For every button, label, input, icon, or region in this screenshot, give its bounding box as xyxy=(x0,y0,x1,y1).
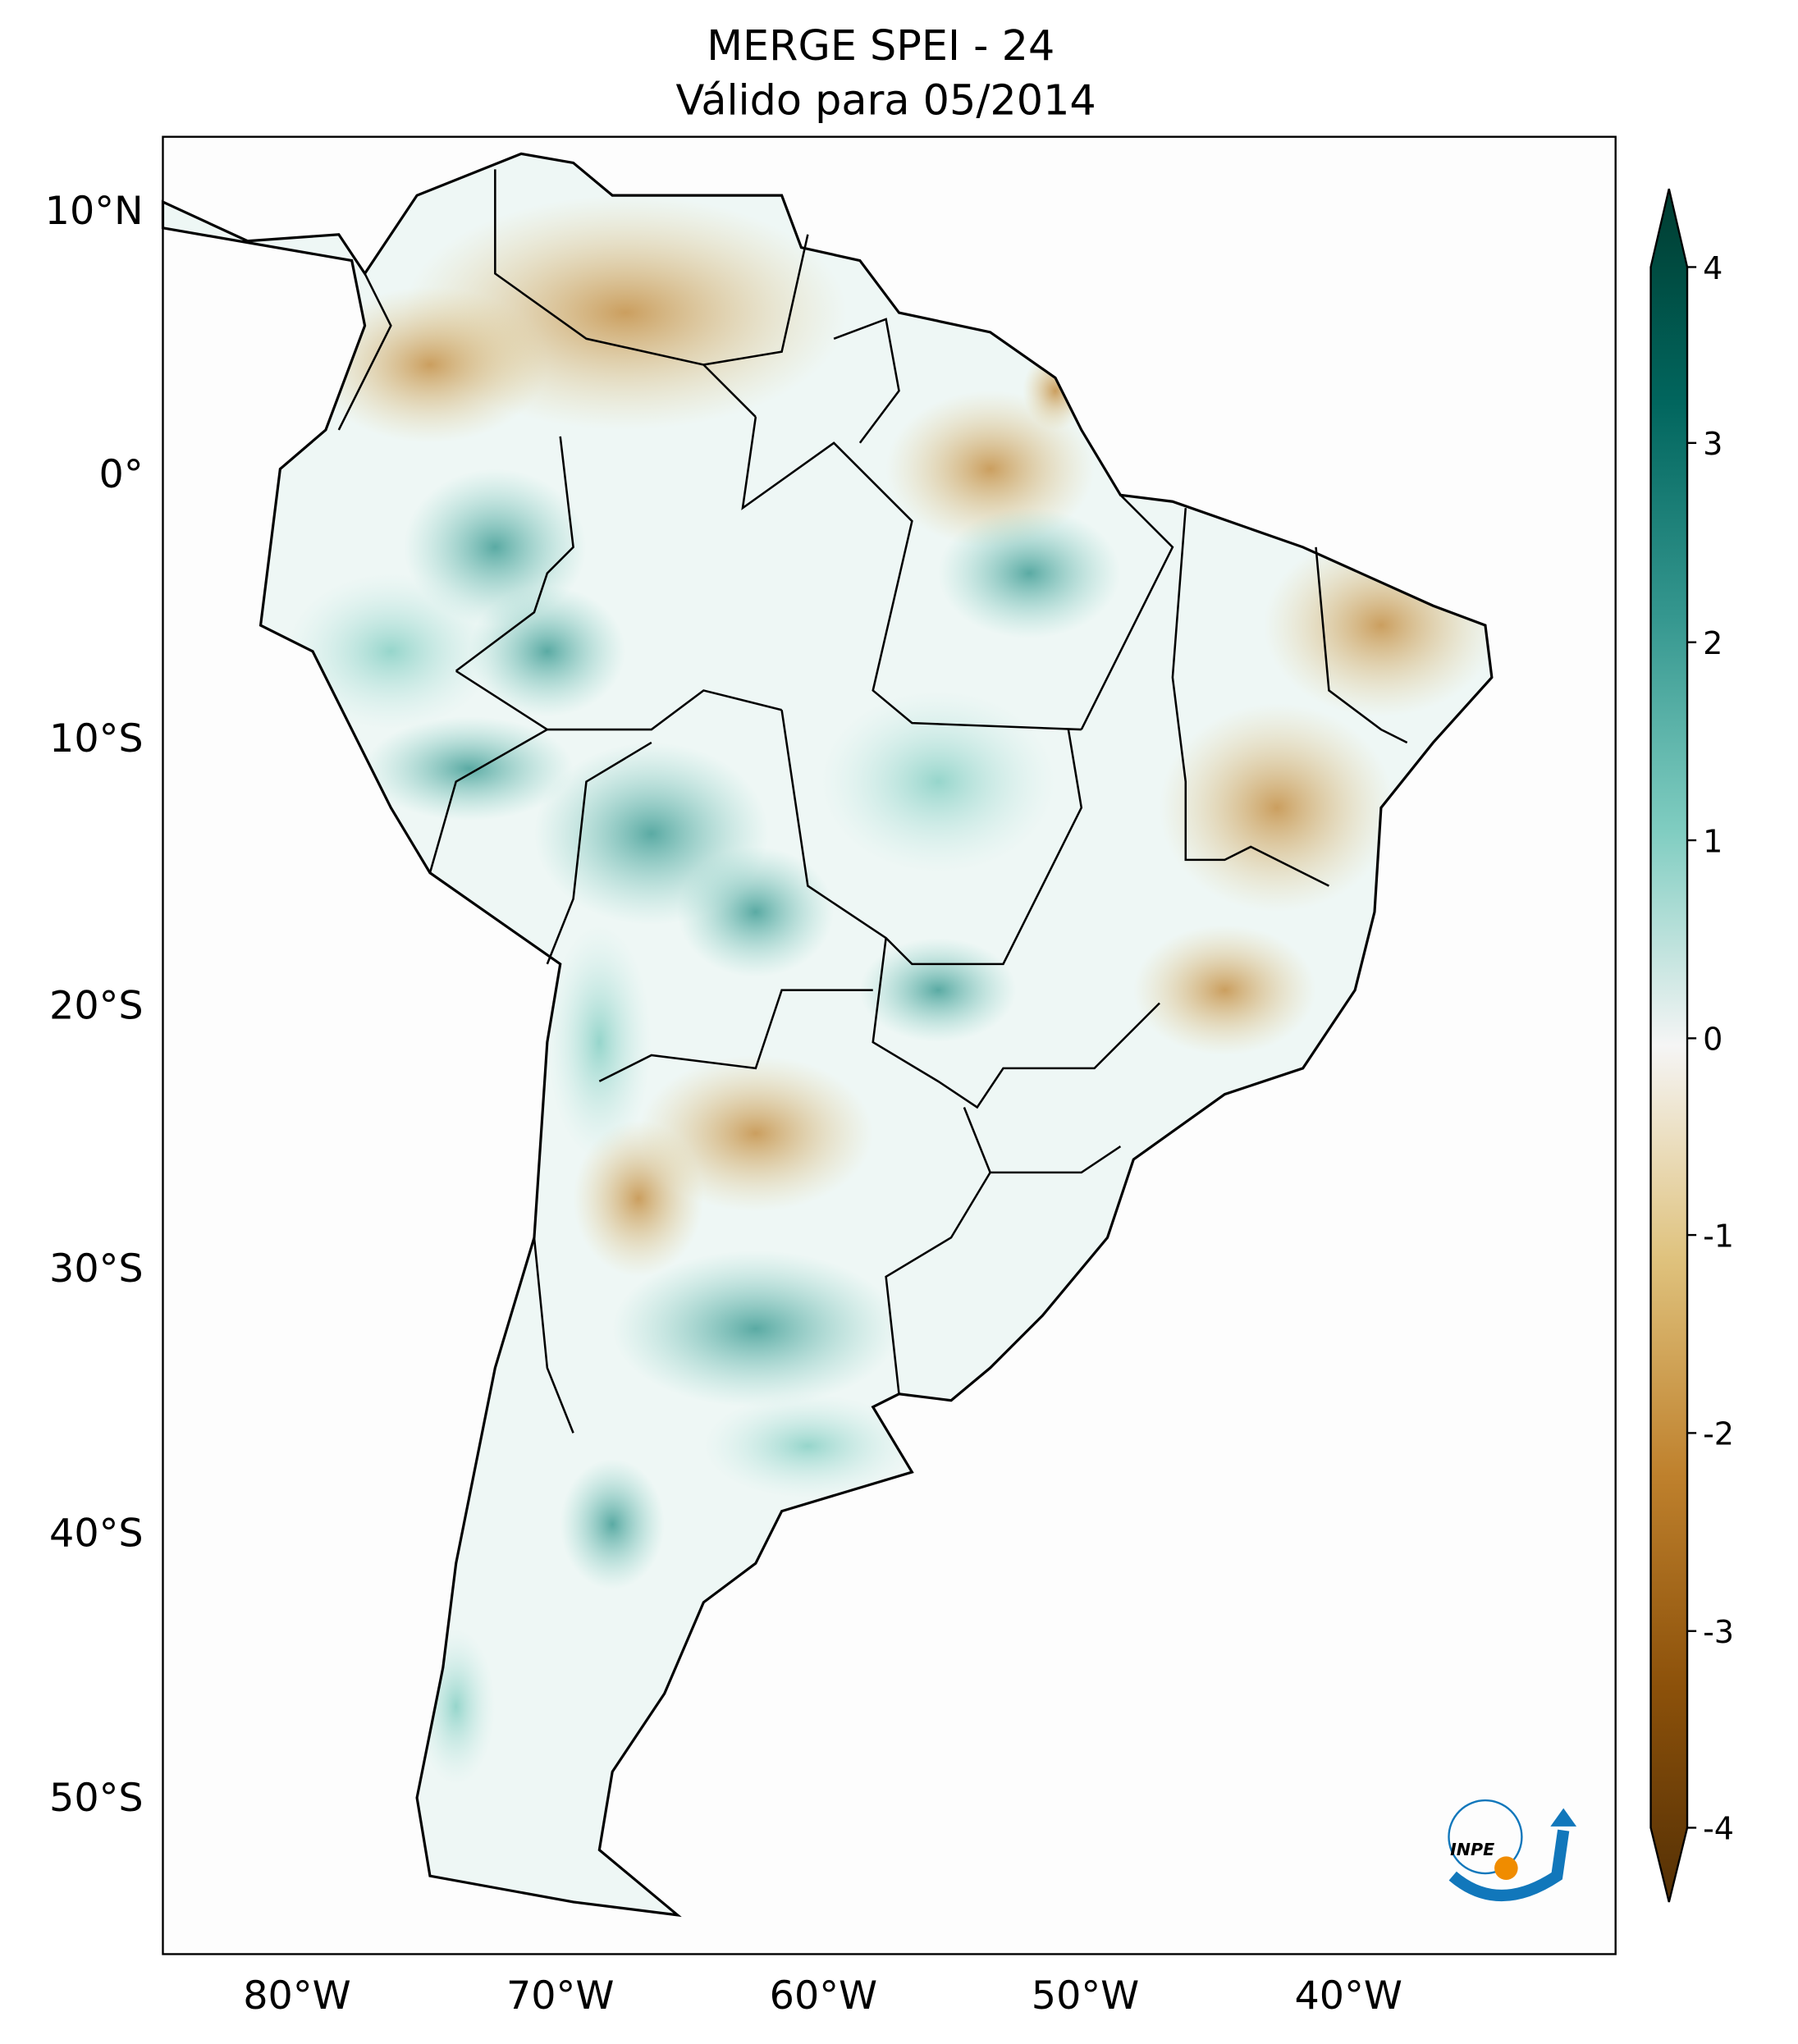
country-borders xyxy=(337,169,1408,1434)
border-line xyxy=(833,318,900,444)
border-line xyxy=(1080,494,1174,730)
inpe-logo: INPE xyxy=(1448,1799,1577,1902)
border-line xyxy=(741,416,1082,731)
wet-anomaly-region xyxy=(677,846,835,977)
chart-subtitle: Válido para 05/2014 xyxy=(676,76,1096,125)
lat-tick-label: 20°S xyxy=(49,984,144,1029)
border-line xyxy=(598,989,873,1082)
dry-anomaly-region xyxy=(1133,925,1316,1055)
border-line xyxy=(455,436,574,672)
map-frame xyxy=(162,135,1617,1955)
wet-anomaly-region xyxy=(286,573,496,730)
border-line xyxy=(494,169,757,418)
dry-anomaly-region xyxy=(1160,703,1394,912)
dry-anomaly-region xyxy=(573,1120,704,1277)
colorbar-tick-label: 0 xyxy=(1703,1022,1723,1058)
wet-anomaly-region xyxy=(938,508,1121,638)
lat-tick-label: 40°S xyxy=(49,1511,144,1557)
chart-title: MERGE SPEI - 24 xyxy=(707,21,1055,70)
colorbar-tick-label: 2 xyxy=(1703,625,1723,661)
lon-tick-label: 60°W xyxy=(770,1973,877,2019)
inpe-logo-text: INPE xyxy=(1450,1840,1494,1859)
dry-anomaly-region xyxy=(313,286,547,443)
wet-anomaly-region xyxy=(469,586,626,717)
border-line xyxy=(780,710,1083,966)
wet-anomaly-region xyxy=(560,1459,665,1589)
border-line xyxy=(337,272,392,431)
dry-anomaly-region xyxy=(885,391,1095,547)
border-line xyxy=(546,741,652,965)
lat-tick-label: 10°S xyxy=(49,716,144,761)
wet-anomaly-region xyxy=(364,716,574,821)
border-line xyxy=(963,1107,1122,1174)
wet-anomaly-region xyxy=(703,1393,913,1498)
lat-tick-label: 50°S xyxy=(49,1776,144,1821)
wet-anomaly-region xyxy=(404,469,587,626)
border-line xyxy=(1171,508,1329,887)
wet-anomaly-region xyxy=(821,690,1056,873)
lat-tick-label: 30°S xyxy=(49,1246,144,1292)
lon-tick-label: 50°W xyxy=(1032,1973,1139,2019)
border-line xyxy=(885,1172,991,1394)
lat-tick-label: 10°N xyxy=(45,189,144,234)
colorbar-tick-label: -3 xyxy=(1703,1614,1734,1650)
lon-tick-label: 40°W xyxy=(1294,1973,1402,2019)
lon-tick-label: 80°W xyxy=(243,1973,350,2019)
border-line xyxy=(872,937,1160,1109)
colorbar-tick-label: 4 xyxy=(1703,250,1723,286)
border-line xyxy=(533,1237,574,1434)
colorbar-tick-label: -1 xyxy=(1703,1218,1734,1254)
border-line xyxy=(1315,546,1408,744)
lat-tick-label: 0° xyxy=(99,452,144,497)
border-line xyxy=(703,234,809,366)
coastline xyxy=(161,152,1494,1918)
colorbar-tick-label: 1 xyxy=(1703,823,1723,859)
colorbar-tick-label: 3 xyxy=(1703,426,1723,462)
wet-anomaly-region xyxy=(612,1251,899,1407)
wet-anomaly-region xyxy=(547,925,652,1159)
border-line xyxy=(428,728,548,874)
lon-tick-label: 70°W xyxy=(506,1973,614,2019)
colorbar: 4 3 2 1 0 -1 -2 -3 -4 xyxy=(1649,188,1734,1903)
colorbar-tick-label: -2 xyxy=(1703,1416,1734,1452)
map-area: INPE xyxy=(161,135,1617,1955)
border-line xyxy=(455,670,782,731)
colorbar-tick-label: -4 xyxy=(1703,1811,1734,1847)
